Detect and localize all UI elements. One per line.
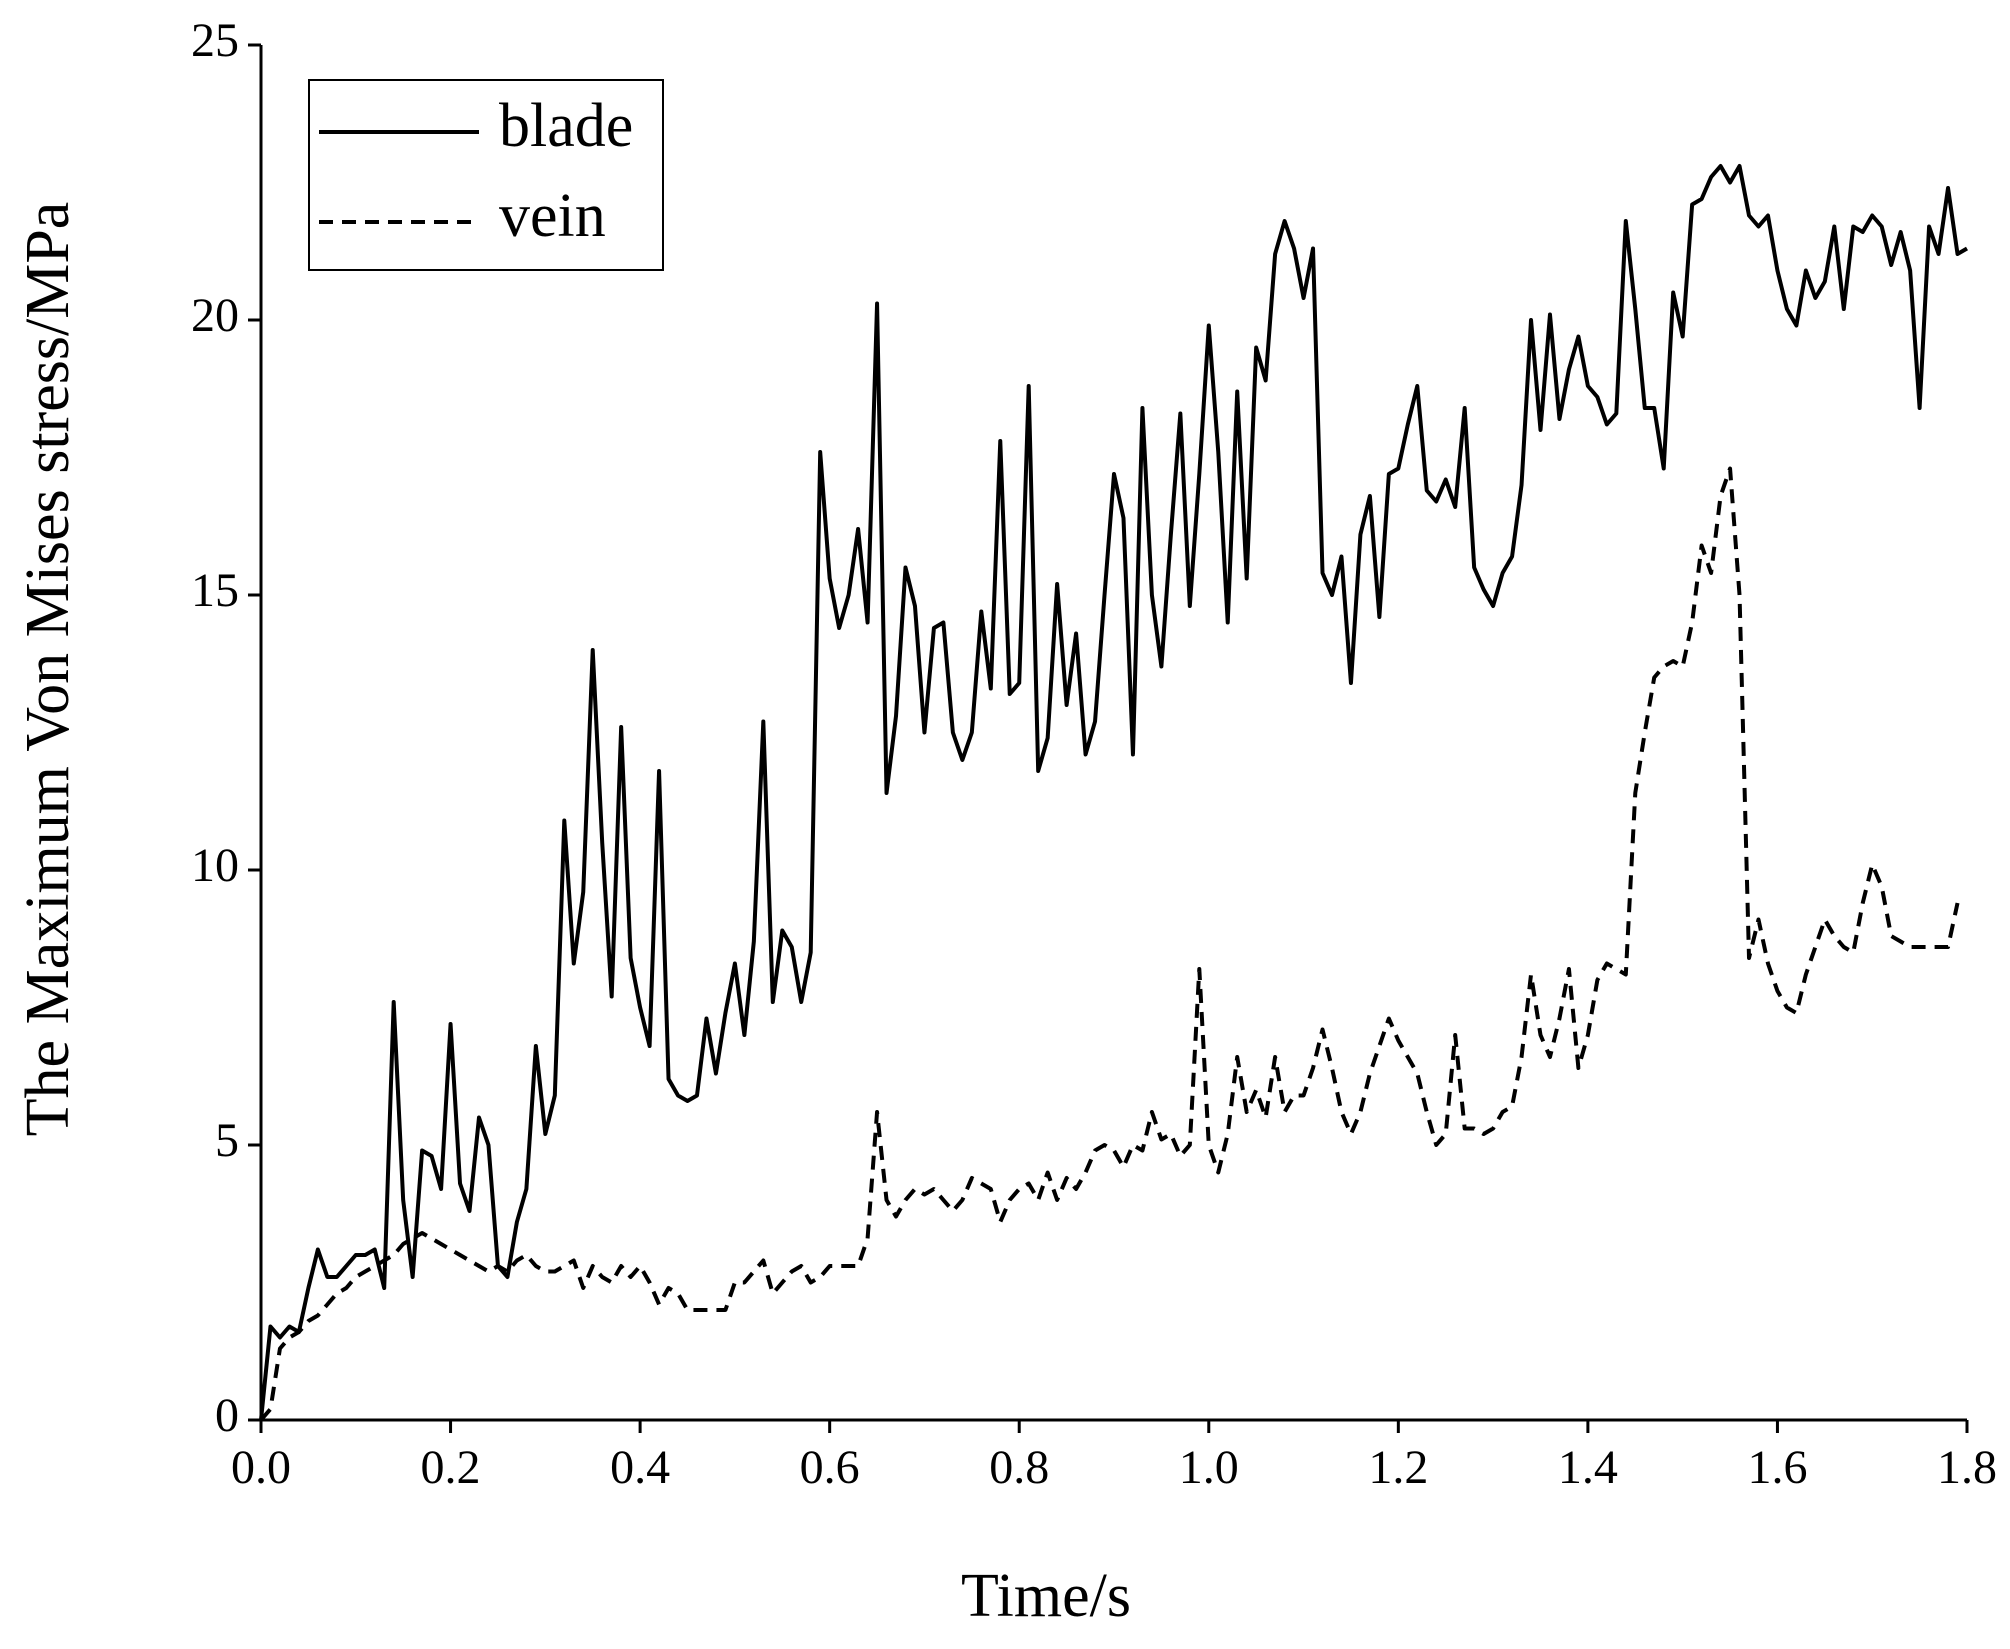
legend-label: vein [499, 182, 606, 250]
plot-area [259, 164, 1969, 1422]
x-tick-label: 0.2 [421, 1441, 481, 1494]
x-tick-label: 1.4 [1558, 1441, 1618, 1494]
x-tick-label: 0.0 [231, 1441, 291, 1494]
x-tick-label: 0.4 [610, 1441, 670, 1494]
x-tick-label: 1.6 [1747, 1441, 1807, 1494]
legend-label: blade [499, 92, 633, 160]
y-tick-label: 25 [191, 14, 239, 67]
y-tick-label: 10 [191, 839, 239, 892]
x-tick-label: 0.8 [989, 1441, 1049, 1494]
y-tick-label: 20 [191, 289, 239, 342]
x-tick-label: 1.0 [1179, 1441, 1239, 1494]
x-tick-label: 1.2 [1368, 1441, 1428, 1494]
x-tick-label: 1.8 [1937, 1441, 1997, 1494]
x-tick-label: 0.6 [800, 1441, 860, 1494]
legend [308, 79, 664, 271]
data-line [259, 466, 1960, 1422]
y-axis-title: The Maximum Von Mises stress/MPa [14, 202, 82, 1137]
data-line [259, 164, 1969, 1421]
x-axis-title: Time/s [961, 1562, 1131, 1630]
y-tick-label: 5 [215, 1114, 239, 1167]
y-tick-label: 15 [191, 564, 239, 617]
y-tick-label: 0 [215, 1389, 239, 1442]
